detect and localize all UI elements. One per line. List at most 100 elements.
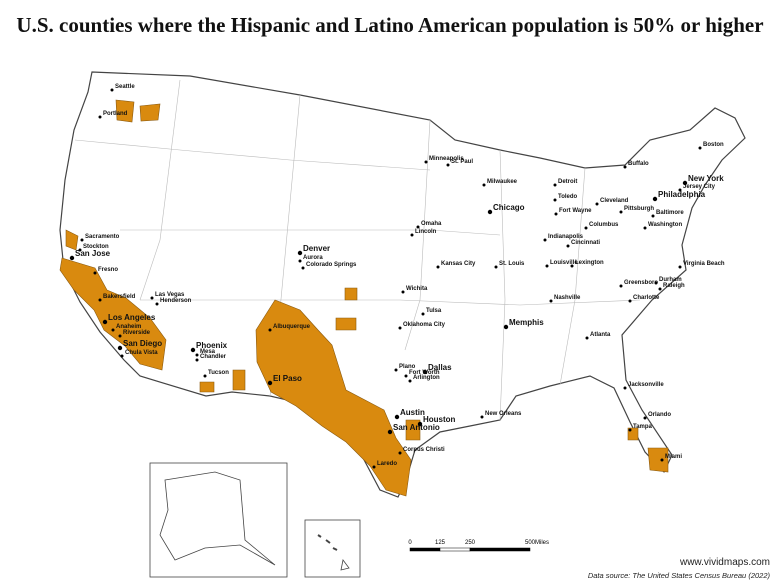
city-dot	[195, 358, 199, 362]
city-dot	[570, 264, 574, 268]
city-dot	[98, 298, 102, 302]
city-label: Denver	[303, 244, 330, 253]
city-dot	[682, 180, 688, 186]
city-dot	[298, 259, 302, 263]
city-dot	[652, 196, 658, 202]
city-label: Chicago	[493, 203, 525, 212]
city-dot	[111, 328, 115, 332]
city-label: Houston	[423, 415, 456, 424]
city-label: Seattle	[115, 84, 135, 90]
city-label: Charlotte	[633, 295, 660, 301]
city-dot	[585, 336, 589, 340]
city-dot	[651, 214, 655, 218]
city-label: San Diego	[123, 339, 162, 348]
city-dot	[417, 421, 423, 427]
city-label: Jacksonville	[628, 382, 664, 388]
city-dot	[93, 271, 97, 275]
title: U.S. counties where the Hispanic and Lat…	[16, 13, 763, 37]
city-dot	[398, 451, 402, 455]
city-dot	[372, 465, 376, 469]
city-label: Dallas	[428, 363, 452, 372]
city-label: Henderson	[160, 298, 192, 304]
city-label: Memphis	[509, 318, 544, 327]
city-dot	[410, 233, 414, 237]
city-dot	[394, 414, 400, 420]
scale-unit: Miles	[535, 540, 549, 546]
city-label: Los Angeles	[108, 313, 156, 322]
city-dot	[553, 198, 557, 202]
scale-label: 500	[525, 540, 536, 546]
city-label: Indianapolis	[548, 234, 584, 240]
city-dot	[503, 324, 509, 330]
city-label: Oklahoma City	[403, 322, 446, 328]
us-map	[59, 71, 746, 498]
city-dot	[658, 287, 662, 291]
city-label: Minneapolis	[429, 156, 464, 162]
city-dot	[623, 386, 627, 390]
city-dot	[482, 183, 486, 187]
city-dot	[98, 115, 102, 119]
city-label: Atlanta	[590, 332, 611, 338]
city-dot	[584, 226, 588, 230]
city-label: New York	[688, 174, 724, 183]
city-dot	[566, 244, 570, 248]
city-label: Toledo	[558, 194, 578, 200]
scale-segment	[409, 547, 441, 552]
city-label: Orlando	[648, 412, 671, 418]
city-dot	[394, 368, 398, 372]
city-dot	[416, 225, 420, 229]
city-label: Fort Worth	[409, 370, 440, 376]
city-label: Washington	[648, 222, 682, 228]
city-dot	[69, 255, 75, 261]
city-dot	[494, 265, 498, 269]
city-dot	[301, 266, 305, 270]
city-label: Detroit	[558, 179, 577, 185]
city-dot	[387, 429, 393, 435]
city-label: Cleveland	[600, 198, 629, 204]
city-label: San Jose	[75, 249, 111, 258]
city-dot	[543, 238, 547, 242]
city-label: Riverside	[123, 330, 151, 336]
city-dot	[120, 354, 124, 358]
city-label: St. Paul	[451, 159, 473, 165]
city-label: Aurora	[303, 255, 323, 261]
city-dot	[102, 319, 108, 325]
city-label: Chandler	[200, 354, 227, 360]
scale-label: 125	[435, 540, 446, 546]
city-label: St. Louis	[499, 261, 525, 267]
city-label: Chula Vista	[125, 350, 158, 356]
city-dot	[643, 226, 647, 230]
city-label: Plano	[399, 364, 416, 370]
city-label: Durham	[659, 277, 682, 283]
city-label: Philadelphia	[658, 190, 706, 199]
city-label: Fort Wayne	[559, 208, 592, 214]
city-dot	[643, 416, 647, 420]
city-label: Virginia Beach	[683, 261, 725, 267]
city-dot	[421, 312, 425, 316]
city-dot	[408, 379, 412, 383]
city-label: Louisville	[550, 260, 578, 266]
city-label: New Orleans	[485, 411, 522, 417]
scale-label: 0	[408, 540, 412, 546]
city-dot	[422, 369, 428, 375]
city-dot	[628, 299, 632, 303]
city-dot	[698, 146, 702, 150]
city-dot	[595, 202, 599, 206]
city-label: Tulsa	[426, 308, 442, 314]
city-dot	[487, 209, 493, 215]
city-dot	[549, 299, 553, 303]
city-dot	[424, 160, 428, 164]
city-label: Cincinnati	[571, 240, 600, 246]
city-label: Tucson	[208, 370, 229, 376]
scale-segment	[439, 547, 471, 552]
city-dot	[78, 248, 82, 252]
city-label: Raleigh	[663, 283, 685, 289]
city-dot	[480, 415, 484, 419]
city-dot	[297, 250, 303, 256]
city-dot	[110, 88, 114, 92]
city-label: Kansas City	[441, 261, 476, 267]
city-label: San Antonio	[393, 423, 440, 432]
city-dot	[678, 188, 682, 192]
